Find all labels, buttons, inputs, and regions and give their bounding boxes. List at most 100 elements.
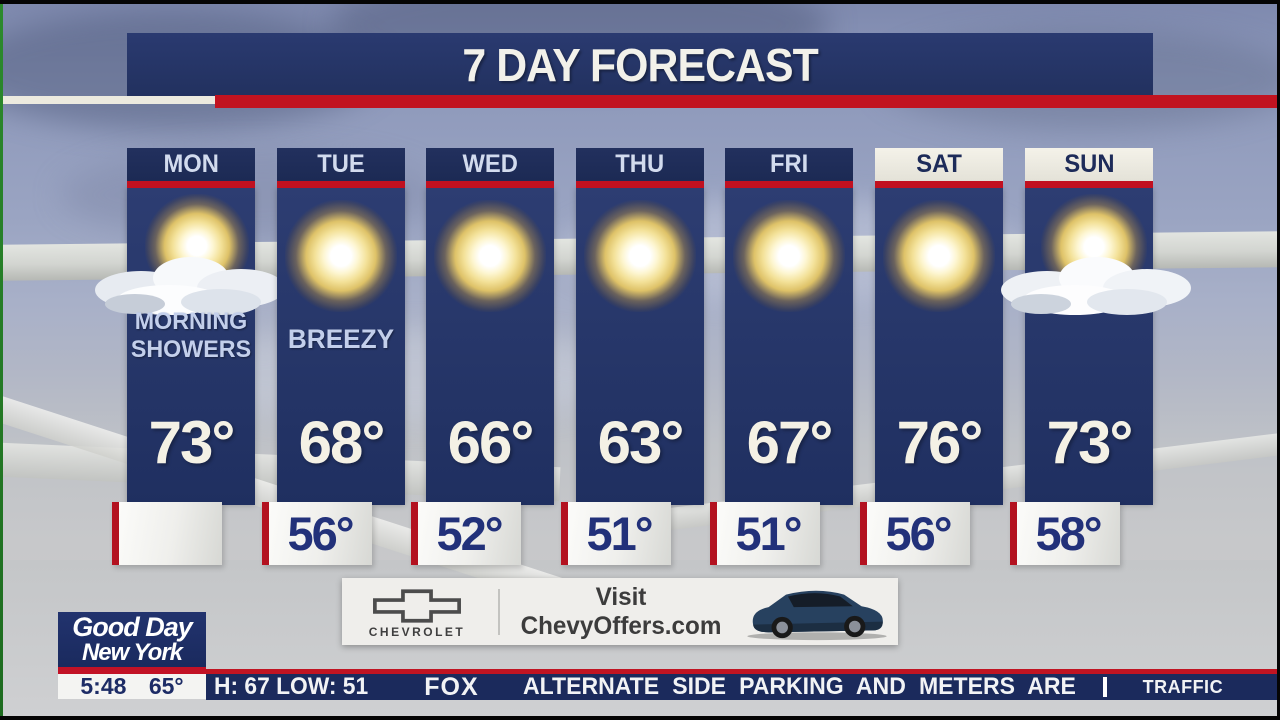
sun-icon — [883, 200, 995, 312]
low-temp-box: 52° — [411, 502, 521, 565]
ticker-high-low: H: 67 LOW: 51 — [214, 674, 369, 700]
high-temp: 73° — [1046, 409, 1134, 476]
page-title: 7 DAY FORECAST — [462, 38, 818, 91]
icon-box — [277, 194, 405, 324]
low-temp: 51° — [586, 507, 653, 560]
ticker-cursor — [1102, 677, 1107, 697]
frame-edge-top — [0, 0, 1280, 4]
logo-line1: Good Day — [72, 612, 193, 642]
day-label: SAT — [916, 150, 962, 178]
high-temp: 76° — [896, 409, 984, 476]
forecast-column-tue: TUE BREEZY 68° 56° — [262, 148, 405, 565]
sun-icon — [285, 200, 397, 312]
forecast-column-fri: FRI 67° 51° — [710, 148, 853, 565]
ad-vehicle — [736, 578, 898, 645]
partly-cloudy-icon — [95, 257, 285, 315]
low-temp-accent — [112, 502, 119, 565]
sun-icon — [733, 200, 845, 312]
high-temp: 66° — [447, 409, 535, 476]
day-header: SUN — [1025, 148, 1153, 181]
low-temp-accent — [262, 502, 269, 565]
low-temp-box — [112, 502, 222, 565]
sun-icon — [584, 200, 696, 312]
day-label: THU — [615, 150, 665, 178]
high-temp: 67° — [746, 409, 834, 476]
low-temp-accent — [411, 502, 418, 565]
day-label: MON — [163, 150, 219, 178]
forecast-column-mon: MON MORNING SHOWERS 73° — [95, 148, 285, 565]
day-header: WED — [426, 148, 554, 181]
day-header: FRI — [725, 148, 853, 181]
low-temp: 58° — [1035, 507, 1102, 560]
condition-text: BREEZY — [287, 324, 395, 354]
low-temp-accent — [561, 502, 568, 565]
day-header-underline — [127, 181, 255, 188]
low-temp-accent — [710, 502, 717, 565]
chevrolet-wordmark: CHEVROLET — [368, 624, 466, 639]
forecast-title-bar: 7 DAY FORECAST — [127, 33, 1153, 96]
day-header-underline — [1025, 181, 1153, 188]
icon-box — [1001, 194, 1191, 324]
forecast-column-thu: THU 63° 51° — [561, 148, 704, 565]
icon-box — [725, 194, 853, 324]
low-temp-box: 56° — [262, 502, 372, 565]
clock-time: 5:48 — [80, 673, 127, 699]
low-temp-box: 51° — [561, 502, 671, 565]
day-header: TUE — [277, 148, 405, 181]
low-temp: 51° — [735, 507, 802, 560]
day-header: MON — [127, 148, 255, 181]
low-temp-accent — [860, 502, 867, 565]
high-temp: 68° — [298, 409, 386, 476]
title-accent-white — [0, 96, 215, 104]
icon-box — [426, 194, 554, 324]
suv-image — [747, 590, 887, 641]
day-header: SAT — [875, 148, 1003, 181]
frame-edge-left-green — [0, 4, 3, 716]
icon-box — [576, 194, 704, 324]
time-temp-strip: 5:48 65° — [58, 673, 206, 699]
fox-logo: FOX — [424, 674, 479, 700]
day-header-underline — [576, 181, 704, 188]
ad-message: Visit ChevyOffers.com — [520, 582, 722, 640]
icon-box — [95, 194, 285, 324]
station-logo-bug: Good Day New York 5:48 65° — [58, 612, 206, 699]
chevrolet-logo: CHEVROLET — [342, 585, 492, 639]
low-temp: 52° — [436, 507, 503, 560]
high-temp: 63° — [597, 409, 685, 476]
condition-text: MORNING SHOWERS — [130, 308, 252, 363]
day-label: WED — [462, 150, 518, 178]
partly-cloudy-icon — [1001, 257, 1191, 315]
day-header-underline — [277, 181, 405, 188]
low-temp-box: 58° — [1010, 502, 1120, 565]
forecast-column-sun: SUN 73° 58° — [1001, 148, 1191, 565]
forecast-column-sat: SAT 76° 56° — [860, 148, 1003, 565]
low-temp-box: 51° — [710, 502, 820, 565]
frame-edge-bottom — [0, 716, 1280, 720]
day-header-underline — [426, 181, 554, 188]
high-temp: 73° — [148, 409, 236, 476]
ad-divider — [498, 588, 500, 635]
frame-edge-right — [1277, 0, 1280, 720]
current-temp: 65° — [148, 673, 184, 699]
news-ticker: H: 67 LOW: 51 FOX ALTERNATE SIDE PARKING… — [206, 674, 1280, 700]
day-header-underline — [725, 181, 853, 188]
low-temp: 56° — [287, 507, 354, 560]
logo-red-stripe — [58, 667, 206, 674]
ticker-headline: ALTERNATE SIDE PARKING AND METERS ARE — [522, 674, 1076, 700]
forecast-column-wed: WED 66° 52° — [411, 148, 554, 565]
sun-icon — [434, 200, 546, 312]
day-label: FRI — [769, 150, 809, 178]
good-day-new-york-logo: Good Day New York — [58, 612, 206, 667]
ticker-traffic-tab: TRAFFIC — [1142, 676, 1224, 697]
title-accent-red — [215, 95, 1280, 108]
sponsor-ad-banner: CHEVROLET Visit ChevyOffers.com — [342, 578, 898, 645]
day-label: TUE — [317, 150, 365, 178]
day-header-underline — [875, 181, 1003, 188]
day-header: THU — [576, 148, 704, 181]
low-temp-box: 56° — [860, 502, 970, 565]
icon-box — [875, 194, 1003, 324]
day-label: SUN — [1063, 150, 1115, 178]
low-temp: 56° — [885, 507, 952, 560]
logo-line2: New York — [81, 639, 183, 666]
